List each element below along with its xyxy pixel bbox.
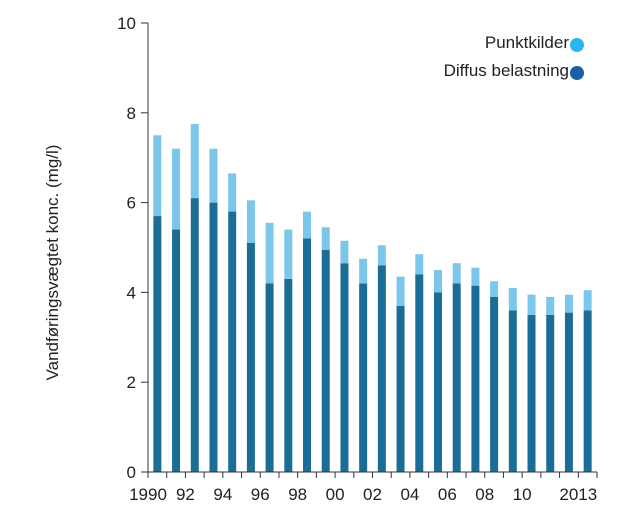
y-tick-label: 4 xyxy=(127,283,136,302)
y-tick-label: 10 xyxy=(117,14,136,33)
bar-punkt-2000 xyxy=(340,240,349,264)
bar-diffus-1994 xyxy=(228,211,237,472)
bar-punkt-1997 xyxy=(284,229,293,279)
bar-diffus-2008 xyxy=(490,296,499,472)
legend: Punktkilder Diffus belastning xyxy=(444,33,584,80)
y-ticks-group: 0 2 4 6 8 10 xyxy=(117,14,148,482)
bar-punkt-1996 xyxy=(265,222,274,284)
bar-diffus-2000 xyxy=(340,263,349,472)
x-tick-label: 10 xyxy=(513,485,532,504)
x-tick-label: 04 xyxy=(400,485,419,504)
bar-punkt-1993 xyxy=(209,148,218,203)
bar-punkt-2004 xyxy=(415,254,424,275)
bar-diffus-1990 xyxy=(153,216,162,472)
bar-punkt-1990 xyxy=(153,135,162,217)
bar-diffus-1992 xyxy=(190,198,199,473)
bar-punkt-2009 xyxy=(508,287,517,311)
bar-diffus-1996 xyxy=(265,283,274,472)
bar-punkt-2012 xyxy=(564,294,573,313)
legend-marker xyxy=(570,38,584,52)
bar-punkt-1991 xyxy=(172,148,181,230)
bar-punkt-2002 xyxy=(377,245,386,266)
x-tick-label: 08 xyxy=(475,485,494,504)
bar-diffus-2001 xyxy=(359,283,368,472)
x-ticks-group: 1990 92 94 96 98 00 02 04 06 08 10 2013 xyxy=(129,472,598,504)
bars-group xyxy=(153,124,592,473)
x-tick-label: 06 xyxy=(438,485,457,504)
y-tick-label: 6 xyxy=(127,194,136,213)
bar-punkt-2006 xyxy=(452,263,461,284)
x-tick-label: 1990 xyxy=(129,485,167,504)
bar-diffus-2005 xyxy=(433,292,442,472)
y-tick-label: 8 xyxy=(127,104,136,123)
bar-punkt-2010 xyxy=(527,294,536,315)
bar-diffus-2003 xyxy=(396,305,405,472)
bar-diffus-2004 xyxy=(415,274,424,472)
bar-diffus-2002 xyxy=(377,265,386,472)
x-tick-label: 98 xyxy=(288,485,307,504)
bar-punkt-2011 xyxy=(546,296,555,315)
y-axis-title: Vandføringsvægtet konc. (mg/l) xyxy=(43,145,62,381)
bar-diffus-2006 xyxy=(452,283,461,472)
bar-diffus-2013 xyxy=(583,310,592,472)
bar-punkt-1998 xyxy=(303,211,312,239)
bar-punkt-2013 xyxy=(583,290,592,311)
legend-label: Diffus belastning xyxy=(444,61,569,80)
bar-diffus-2009 xyxy=(508,310,517,472)
x-tick-label: 00 xyxy=(326,485,345,504)
bar-punkt-2001 xyxy=(359,258,368,284)
bar-punkt-2005 xyxy=(433,269,442,293)
bar-punkt-1994 xyxy=(228,173,237,212)
y-tick-label: 0 xyxy=(127,463,136,482)
x-tick-label: 02 xyxy=(363,485,382,504)
bar-punkt-1999 xyxy=(321,227,330,250)
bar-diffus-1998 xyxy=(303,238,312,472)
bar-punkt-2007 xyxy=(471,267,480,286)
x-tick-label: 92 xyxy=(176,485,195,504)
bar-diffus-2010 xyxy=(527,314,536,472)
x-tick-label: 96 xyxy=(251,485,270,504)
legend-label: Punktkilder xyxy=(485,33,569,52)
bar-diffus-2011 xyxy=(546,314,555,472)
bar-diffus-1995 xyxy=(246,243,255,472)
bar-punkt-1992 xyxy=(190,124,199,199)
bar-diffus-2007 xyxy=(471,285,480,472)
legend-marker xyxy=(570,66,584,80)
bar-punkt-2008 xyxy=(490,281,499,297)
x-tick-label: 2013 xyxy=(559,485,597,504)
bar-diffus-1993 xyxy=(209,202,218,472)
x-tick-label: 94 xyxy=(213,485,232,504)
y-tick-label: 2 xyxy=(127,373,136,392)
bar-diffus-2012 xyxy=(564,312,573,472)
bar-diffus-1999 xyxy=(321,249,330,472)
bar-punkt-2003 xyxy=(396,276,405,306)
bar-punkt-1995 xyxy=(246,200,255,244)
bar-diffus-1991 xyxy=(172,229,181,472)
bar-diffus-1997 xyxy=(284,278,293,472)
